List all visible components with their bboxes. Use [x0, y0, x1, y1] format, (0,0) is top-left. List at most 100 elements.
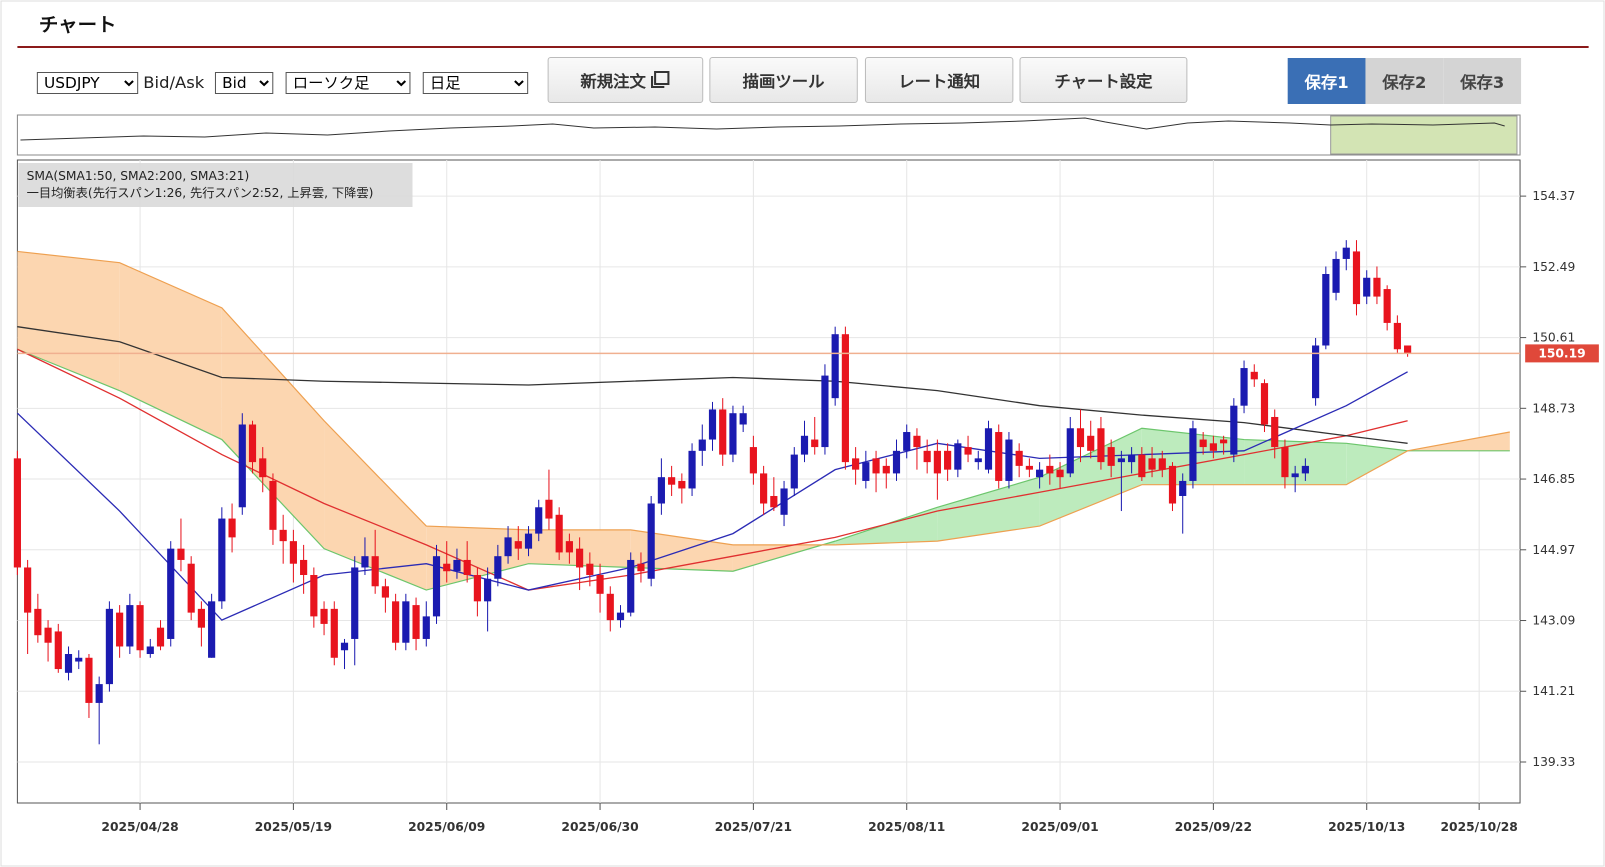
- candle-body: [1301, 465, 1309, 474]
- candle-body: [1383, 289, 1391, 323]
- legend-sma: SMA(SMA1:50, SMA2:200, SMA3:21): [27, 169, 250, 183]
- y-tick-label: 144.97: [1532, 543, 1575, 557]
- candle-body: [146, 646, 154, 655]
- header-title: チャート: [38, 14, 117, 36]
- candle-body: [565, 541, 573, 553]
- candle-body: [330, 608, 338, 658]
- candle-body: [1076, 428, 1085, 448]
- candle-body: [1128, 454, 1136, 463]
- y-tick-label: 154.37: [1532, 189, 1575, 203]
- candle-body: [688, 450, 696, 489]
- candle-body: [749, 447, 757, 474]
- candle-body: [862, 462, 870, 481]
- plot: [13, 160, 1521, 803]
- chart-type-select[interactable]: ローソク足: [285, 72, 411, 94]
- candle-body: [1066, 428, 1074, 474]
- x-tick-label: 2025/10/13: [1328, 820, 1405, 834]
- navigator[interactable]: [16, 114, 1521, 156]
- candle-body: [269, 480, 277, 530]
- candle-body: [1107, 447, 1115, 466]
- navigator-window[interactable]: [1330, 115, 1518, 155]
- drawing-tool-button[interactable]: 描画ツール: [709, 57, 858, 103]
- candle-body: [913, 435, 921, 448]
- candle-body: [1271, 416, 1279, 448]
- candle-body: [944, 450, 952, 470]
- save-tab[interactable]: 保存3: [1443, 58, 1522, 104]
- candle-body: [238, 424, 246, 508]
- rate-alert-button[interactable]: レート通知: [864, 57, 1014, 103]
- candle-body: [821, 375, 829, 448]
- candle-body: [259, 458, 267, 478]
- candle-body: [780, 488, 788, 515]
- candle-body: [289, 541, 297, 564]
- candle-body: [228, 518, 236, 538]
- cloud: [1039, 428, 1142, 527]
- x-tick-label: 2025/06/09: [408, 820, 485, 834]
- legend-box: [18, 163, 413, 207]
- candle-body: [514, 541, 522, 549]
- candle-body: [637, 563, 645, 572]
- y-tick-label: 148.73: [1532, 401, 1575, 415]
- candle-body: [136, 605, 144, 651]
- candle-body: [1404, 345, 1412, 354]
- candle-body: [708, 409, 717, 440]
- candle-body: [187, 563, 195, 613]
- y-tick-label: 150.61: [1532, 331, 1575, 345]
- candle-body: [535, 507, 543, 534]
- y-tick-label: 141.21: [1532, 684, 1575, 698]
- candle-body: [340, 642, 349, 651]
- chart-settings-button[interactable]: チャート設定: [1019, 57, 1188, 103]
- candle-body: [1342, 247, 1350, 259]
- candle-body: [1158, 458, 1166, 470]
- candle-body: [882, 465, 890, 474]
- candle-body: [770, 495, 778, 508]
- candle-body: [974, 458, 982, 463]
- navigator-line: [20, 117, 1505, 141]
- candle-body: [1291, 473, 1299, 478]
- candle-body: [831, 334, 839, 399]
- candle-body: [116, 612, 124, 647]
- bid-ask-label: Bid/Ask: [143, 73, 205, 92]
- candle-body: [616, 612, 625, 621]
- candle-body: [586, 563, 594, 575]
- candle-body: [760, 473, 768, 504]
- symbol-select[interactable]: USDJPY: [36, 72, 139, 94]
- candle-body: [44, 627, 52, 643]
- period-select[interactable]: 日足: [422, 72, 529, 94]
- cloud: [835, 507, 938, 545]
- cloud: [1244, 439, 1347, 485]
- candle-body: [1179, 480, 1187, 496]
- save-tab[interactable]: 保存2: [1365, 58, 1444, 104]
- candle-body: [1005, 439, 1013, 481]
- candle-body: [1322, 274, 1330, 346]
- candle-body: [381, 586, 389, 598]
- candle-body: [1240, 368, 1248, 406]
- candle-body: [1250, 371, 1258, 380]
- candle-body: [1036, 469, 1044, 478]
- cloud: [426, 526, 529, 591]
- save-tab[interactable]: 保存1: [1287, 58, 1366, 104]
- candle-body: [524, 533, 533, 549]
- candle-body: [984, 428, 993, 470]
- candle-body: [310, 574, 318, 617]
- candle-body: [923, 450, 931, 463]
- candle-body: [995, 432, 1003, 481]
- candle-body: [1393, 322, 1401, 350]
- candle-body: [1209, 443, 1217, 451]
- candle-body: [627, 559, 635, 613]
- candle-body: [126, 605, 134, 647]
- candle-body: [1025, 465, 1033, 470]
- x-tick-label: 2025/09/22: [1175, 820, 1252, 834]
- candle-body: [729, 413, 737, 455]
- candle-body: [596, 574, 604, 594]
- x-tick-label: 2025/04/28: [101, 820, 178, 834]
- candle-body: [177, 548, 185, 560]
- bid-ask-select[interactable]: Bid: [214, 72, 274, 94]
- candle-body: [392, 601, 400, 643]
- new-order-button[interactable]: 新規注文: [547, 57, 704, 103]
- candle-body: [156, 627, 165, 647]
- candle-body: [320, 608, 328, 624]
